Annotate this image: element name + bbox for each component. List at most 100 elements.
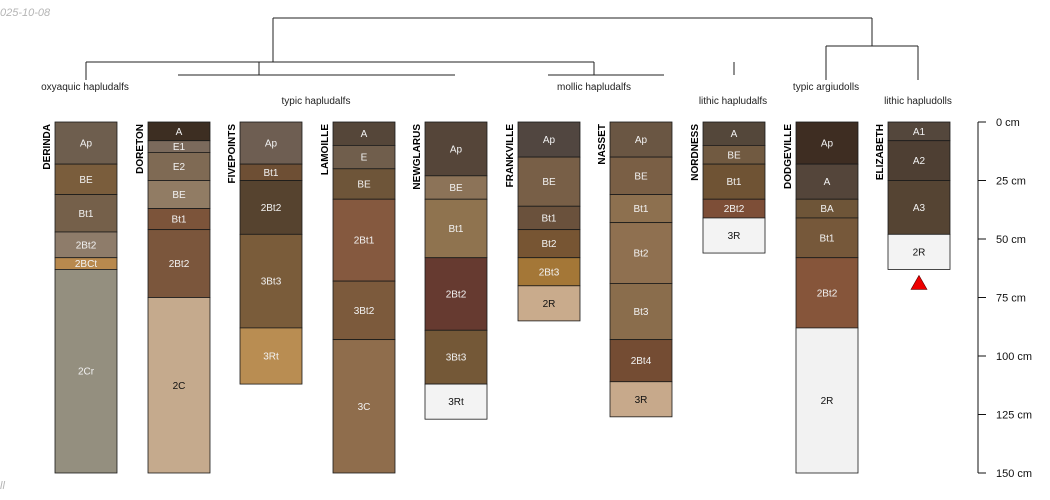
date-stamp: 025-10-08 <box>0 7 51 19</box>
depth-tick-label: 100 cm <box>996 351 1032 363</box>
horizon-fivepoints-2bt2 <box>239 180 303 235</box>
profile-frankville: Ap BE Bt1 Bt2 2Bt3 2R FRANKVILLE <box>505 121 581 322</box>
horizon-label: Ap <box>450 144 463 155</box>
corner-fragment: ll <box>0 480 5 492</box>
horizon-label: 3Rt <box>448 397 464 408</box>
horizon-label: E2 <box>173 162 186 173</box>
horizon-nordness-3r <box>702 217 766 254</box>
horizon-nasset-3r <box>609 381 673 418</box>
depth-tick-label: 0 cm <box>996 117 1020 129</box>
horizon-newglarus-ap <box>424 121 488 177</box>
horizon-lamoille-3bt2 <box>332 280 396 341</box>
horizon-label: BE <box>449 183 463 194</box>
horizon-newglarus-2bt2 <box>424 257 488 331</box>
horizon-fivepoints-3rt <box>239 327 303 385</box>
horizon-nordness-bt1 <box>702 163 766 200</box>
horizon-label: 2Bt2 <box>817 288 838 299</box>
group-label: lithic hapludalfs <box>699 96 767 107</box>
horizon-label: 3R <box>635 395 648 406</box>
horizon-frankville-be <box>517 156 581 207</box>
profile-fivepoints: Ap Bt1 2Bt2 3Bt3 3Rt FIVEPOINTS <box>227 121 303 385</box>
horizon-label: 3C <box>358 402 371 413</box>
profile-name-label: NORDNESS <box>690 124 701 181</box>
horizon-dodgeville-ap <box>795 121 859 165</box>
soil-profiles: Ap BE Bt1 2Bt2 2BCt 2Cr DERINDA A E1 E2 BE Bt1 2Bt2 2… <box>42 121 951 474</box>
horizon-nasset-bt3 <box>609 283 673 341</box>
horizon-lamoille-3c <box>332 339 396 474</box>
group-label: mollic hapludalfs <box>557 82 631 93</box>
horizon-label: A <box>824 177 831 188</box>
horizon-label: E <box>361 153 368 164</box>
horizon-label: 3Bt3 <box>446 353 467 364</box>
depth-tick-label: 50 cm <box>996 234 1026 246</box>
horizon-label: BE <box>634 171 648 182</box>
horizon-label: BA <box>820 204 834 215</box>
horizon-nasset-be <box>609 156 673 195</box>
horizon-doreton-2bt2 <box>147 229 211 298</box>
depth-tick-label: 150 cm <box>996 468 1032 480</box>
horizon-label: 2R <box>821 396 834 407</box>
horizon-label: A2 <box>913 156 926 167</box>
horizon-label: Bt1 <box>448 224 463 235</box>
profile-lamoille: A E BE 2Bt1 3Bt2 3C LAMOILLE <box>320 121 396 474</box>
horizon-label: BE <box>357 180 371 191</box>
horizon-dodgeville-2bt2 <box>795 257 859 329</box>
horizon-label: 2R <box>543 299 556 310</box>
horizon-label: 2Bt2 <box>76 240 97 251</box>
horizon-label: 2C <box>173 381 186 392</box>
horizon-label: A <box>176 127 183 138</box>
horizon-label: Bt1 <box>633 204 648 215</box>
horizon-label: Bt1 <box>263 168 278 179</box>
horizon-label: 2Bt2 <box>446 289 467 300</box>
depth-axis: 0 cm 25 cm 50 cm 75 cm 100 cm 125 cm 150 cm <box>977 117 1032 480</box>
profile-name-label: DODGEVILLE <box>783 124 794 189</box>
horizon-label: BE <box>727 150 741 161</box>
group-label: lithic hapludolls <box>884 96 952 107</box>
horizon-label: A3 <box>913 203 926 214</box>
horizon-label: BE <box>172 190 186 201</box>
horizon-label: 2Bt1 <box>354 236 375 247</box>
profile-name-label: ELIZABETH <box>875 124 886 180</box>
horizon-label: 3Rt <box>263 352 279 363</box>
horizon-label: 2Bt4 <box>631 356 652 367</box>
profile-name-label: LAMOILLE <box>320 124 331 175</box>
depth-tick-label: 125 cm <box>996 410 1032 422</box>
horizon-nasset-bt2 <box>609 222 673 284</box>
horizon-label: Ap <box>80 139 93 150</box>
horizon-label: Ap <box>265 139 278 150</box>
horizon-label: Ap <box>635 135 648 146</box>
horizon-label: Bt2 <box>633 249 648 260</box>
horizon-doreton-2c <box>147 297 211 474</box>
horizon-label: A1 <box>913 127 926 138</box>
horizon-fivepoints-3bt3 <box>239 233 303 329</box>
profile-newglarus: Ap BE Bt1 2Bt2 3Bt3 3Rt NEWGLARUS <box>412 121 488 420</box>
horizon-derinda-ap <box>54 121 118 165</box>
profile-nordness: A BE Bt1 2Bt2 3R NORDNESS <box>690 121 766 254</box>
profile-name-label: DORETON <box>135 124 146 174</box>
profile-derinda: Ap BE Bt1 2Bt2 2BCt 2Cr DERINDA <box>42 121 118 474</box>
horizon-newglarus-3bt3 <box>424 329 488 385</box>
horizon-dodgeville-2r <box>795 327 859 474</box>
profile-dodgeville: Ap A BA Bt1 2Bt2 2R DODGEVILLE <box>783 121 859 474</box>
horizon-label: 2BCt <box>75 259 97 270</box>
horizon-label: 3Bt2 <box>354 306 375 317</box>
horizon-label: 3R <box>728 231 741 242</box>
depth-tick-label: 75 cm <box>996 293 1026 305</box>
horizon-frankville-bt2 <box>517 229 581 259</box>
horizon-label: Bt3 <box>633 307 648 318</box>
horizon-label: Bt1 <box>819 233 834 244</box>
horizon-label: Ap <box>543 135 556 146</box>
horizon-derinda-bt1 <box>54 194 118 233</box>
profile-elizabeth: A1 A2 A3 2R ELIZABETH <box>875 121 951 270</box>
horizon-label: BE <box>542 177 556 188</box>
horizon-label: BE <box>79 175 93 186</box>
horizon-label: Ap <box>821 139 834 150</box>
horizon-label: 2Cr <box>78 367 95 378</box>
classification-dendrogram <box>85 17 919 80</box>
horizon-newglarus-bt1 <box>424 198 488 259</box>
horizon-label: A <box>731 129 738 140</box>
horizon-label: 2Bt2 <box>261 203 282 214</box>
horizon-doreton-be <box>147 180 211 209</box>
profile-name-label: NEWGLARUS <box>412 124 423 190</box>
